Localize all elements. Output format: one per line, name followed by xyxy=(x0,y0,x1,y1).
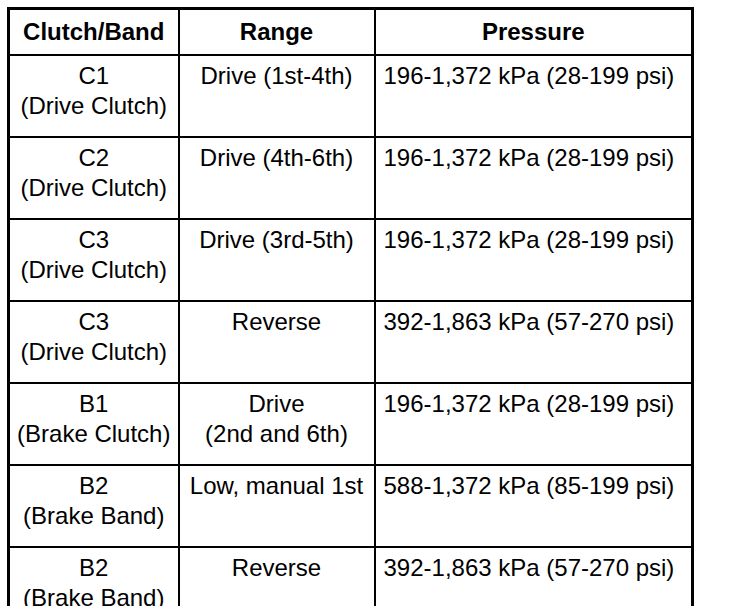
range-cell: Drive (1st-4th) xyxy=(179,55,375,137)
component-type: (Brake Band) xyxy=(12,501,176,531)
range-text: Drive xyxy=(182,389,372,419)
clutch-pressure-spec-table: Clutch/Band Range Pressure C1 (Drive Clu… xyxy=(7,7,694,606)
table-row: C3 (Drive Clutch) Reverse 392-1,863 kPa … xyxy=(9,301,693,383)
range-text: Drive (1st-4th) xyxy=(182,61,372,91)
clutch-band-cell: C3 (Drive Clutch) xyxy=(9,301,179,383)
range-text: Reverse xyxy=(182,307,372,337)
pressure-text: 392-1,863 kPa (57-270 psi) xyxy=(384,553,690,583)
component-id: B1 xyxy=(12,389,176,419)
table-row: B2 (Brake Band) Reverse 392-1,863 kPa (5… xyxy=(9,547,693,606)
range-cell: Reverse xyxy=(179,301,375,383)
component-type: (Brake Clutch) xyxy=(12,419,176,449)
pressure-text: 196-1,372 kPa (28-199 psi) xyxy=(384,143,690,173)
pressure-cell: 392-1,863 kPa (57-270 psi) xyxy=(375,547,693,606)
table-row: C2 (Drive Clutch) Drive (4th-6th) 196-1,… xyxy=(9,137,693,219)
pressure-text: 196-1,372 kPa (28-199 psi) xyxy=(384,225,690,255)
range-cell: Drive (2nd and 6th) xyxy=(179,383,375,465)
range-cell: Drive (3rd-5th) xyxy=(179,219,375,301)
clutch-band-cell: B2 (Brake Band) xyxy=(9,547,179,606)
component-id: B2 xyxy=(12,553,176,583)
clutch-band-cell: B1 (Brake Clutch) xyxy=(9,383,179,465)
pressure-text: 196-1,372 kPa (28-199 psi) xyxy=(384,389,690,419)
range-cell: Reverse xyxy=(179,547,375,606)
pressure-text: 196-1,372 kPa (28-199 psi) xyxy=(384,61,690,91)
component-type: (Brake Band) xyxy=(12,583,176,606)
range-text: Reverse xyxy=(182,553,372,583)
range-text: Low, manual 1st xyxy=(182,471,372,501)
pressure-cell: 196-1,372 kPa (28-199 psi) xyxy=(375,137,693,219)
table-row: B2 (Brake Band) Low, manual 1st 588-1,37… xyxy=(9,465,693,547)
clutch-band-cell: B2 (Brake Band) xyxy=(9,465,179,547)
range-cell: Drive (4th-6th) xyxy=(179,137,375,219)
header-range: Range xyxy=(179,9,375,56)
pressure-cell: 196-1,372 kPa (28-199 psi) xyxy=(375,55,693,137)
component-id: C1 xyxy=(12,61,176,91)
pressure-cell: 196-1,372 kPa (28-199 psi) xyxy=(375,219,693,301)
range-text: Drive (4th-6th) xyxy=(182,143,372,173)
pressure-cell: 196-1,372 kPa (28-199 psi) xyxy=(375,383,693,465)
header-pressure: Pressure xyxy=(375,9,693,56)
component-id: B2 xyxy=(12,471,176,501)
component-type: (Drive Clutch) xyxy=(12,337,176,367)
range-text-line2: (2nd and 6th) xyxy=(182,419,372,449)
table-header-row: Clutch/Band Range Pressure xyxy=(9,9,693,56)
range-cell: Low, manual 1st xyxy=(179,465,375,547)
clutch-band-cell: C1 (Drive Clutch) xyxy=(9,55,179,137)
table-row: B1 (Brake Clutch) Drive (2nd and 6th) 19… xyxy=(9,383,693,465)
pressure-cell: 392-1,863 kPa (57-270 psi) xyxy=(375,301,693,383)
component-id: C3 xyxy=(12,307,176,337)
clutch-band-cell: C2 (Drive Clutch) xyxy=(9,137,179,219)
component-id: C3 xyxy=(12,225,176,255)
component-type: (Drive Clutch) xyxy=(12,91,176,121)
table-row: C1 (Drive Clutch) Drive (1st-4th) 196-1,… xyxy=(9,55,693,137)
component-type: (Drive Clutch) xyxy=(12,255,176,285)
pressure-text: 392-1,863 kPa (57-270 psi) xyxy=(384,307,690,337)
table-row: C3 (Drive Clutch) Drive (3rd-5th) 196-1,… xyxy=(9,219,693,301)
clutch-band-cell: C3 (Drive Clutch) xyxy=(9,219,179,301)
pressure-text: 588-1,372 kPa (85-199 psi) xyxy=(384,471,690,501)
component-type: (Drive Clutch) xyxy=(12,173,176,203)
range-text: Drive (3rd-5th) xyxy=(182,225,372,255)
header-clutch-band: Clutch/Band xyxy=(9,9,179,56)
component-id: C2 xyxy=(12,143,176,173)
pressure-cell: 588-1,372 kPa (85-199 psi) xyxy=(375,465,693,547)
